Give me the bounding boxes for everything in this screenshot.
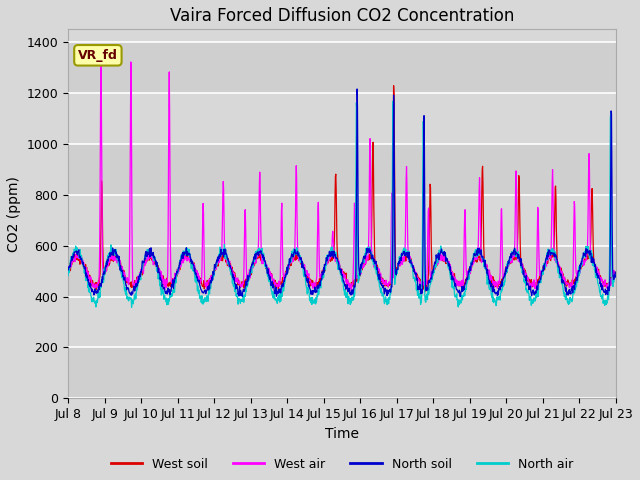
Bar (68, 144, 616, 195)
Title: Vaira Forced Diffusion CO2 Concentration: Vaira Forced Diffusion CO2 Concentration (170, 7, 514, 25)
Bar (68, 348, 616, 398)
Legend: West soil, West air, North soil, North air: West soil, West air, North soil, North a… (106, 453, 578, 476)
Text: VR_fd: VR_fd (78, 49, 118, 62)
Y-axis label: CO2 (ppm): CO2 (ppm) (7, 176, 21, 252)
Bar (68, 42, 616, 93)
Bar (68, 246, 616, 297)
X-axis label: Time: Time (325, 427, 359, 441)
